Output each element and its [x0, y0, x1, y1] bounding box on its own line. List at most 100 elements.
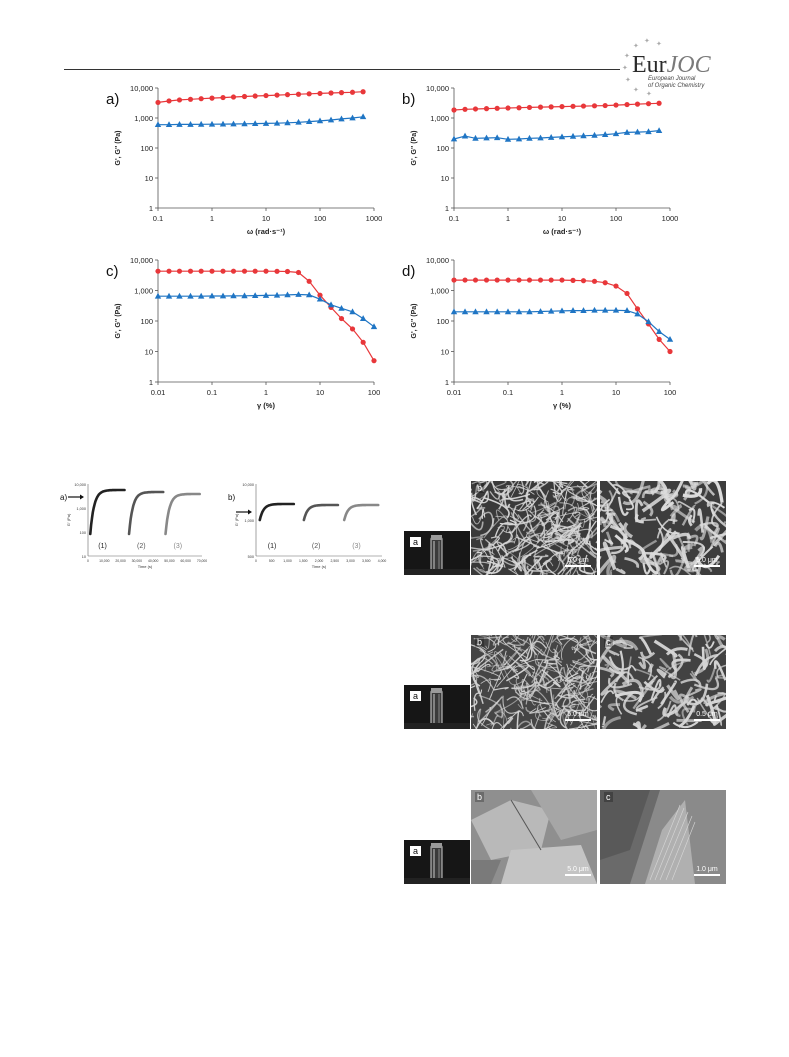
recovery-curve [258, 502, 296, 522]
data-point [504, 308, 512, 315]
svg-text:✦: ✦ [644, 38, 650, 45]
data-point [349, 308, 356, 315]
y-tick-label: 1 [149, 378, 153, 387]
svg-text:✦: ✦ [625, 76, 631, 84]
x-tick-label: 0.01 [151, 388, 166, 397]
data-point [515, 135, 523, 142]
series-line [158, 270, 375, 362]
data-point [655, 328, 663, 334]
y-axis-label: G', G'' (Pa) [411, 304, 418, 339]
data-point [154, 292, 162, 299]
panel-label: d) [402, 263, 415, 280]
y-tick-label: 100 [436, 144, 449, 153]
logo-subtitle: European Journal of Organic Chemistry [648, 76, 705, 89]
x-tick-label: 0 [87, 559, 89, 563]
x-tick-label: 2,000 [315, 559, 324, 563]
data-point [613, 102, 619, 108]
x-tick-label: 0 [255, 559, 257, 563]
x-tick-label: 0.1 [153, 214, 163, 223]
x-tick-label: 50,000 [164, 559, 174, 563]
data-point [360, 339, 366, 345]
data-point [505, 105, 511, 111]
scale-bar: 5.0 μm [694, 557, 720, 567]
data-point [559, 103, 565, 110]
data-point [580, 278, 587, 284]
data-point [624, 290, 630, 297]
data-point [472, 308, 479, 315]
data-point [338, 90, 345, 96]
data-point [655, 127, 663, 134]
panel-label: b) [402, 91, 415, 108]
x-tick-label: 2,500 [331, 559, 340, 563]
data-point [328, 90, 334, 96]
x-tick-label: 0.01 [447, 388, 462, 397]
x-axis-label: Time (s) [138, 564, 153, 569]
vial-photo: a [404, 685, 470, 729]
data-point [220, 268, 226, 274]
sem-sheet-texture [600, 790, 726, 884]
data-point [483, 308, 490, 315]
data-point [359, 315, 367, 321]
x-tick-label: 3,500 [362, 559, 371, 563]
data-point [461, 132, 469, 139]
sem-image: c 0.5 μm [600, 635, 726, 729]
x-tick-label: 1 [210, 214, 214, 223]
recovery-curve [88, 488, 126, 536]
data-point [612, 306, 620, 313]
data-point [284, 268, 291, 275]
data-point [262, 292, 270, 298]
y-tick-label: 1,000 [430, 114, 449, 123]
data-point [274, 92, 280, 98]
data-point [591, 103, 598, 109]
data-point [274, 268, 280, 274]
curve-label: (1) [98, 543, 107, 550]
recovery-curve [342, 503, 380, 522]
data-point [155, 99, 161, 106]
y-tick-label: 1,000 [134, 287, 153, 296]
data-point [450, 135, 458, 142]
data-point [197, 120, 205, 127]
x-tick-label: 1,000 [283, 559, 292, 563]
scale-bar: 5.0 μm [565, 557, 591, 567]
data-point [656, 336, 662, 342]
x-axis-label: ω (rad·s⁻¹) [543, 227, 582, 236]
y-tick-label: 500 [248, 555, 254, 559]
vial-photo: a [404, 840, 470, 884]
data-point [263, 92, 269, 99]
data-point [241, 93, 248, 100]
y-tick-label: 1 [149, 204, 153, 213]
data-point [338, 304, 345, 311]
sem-image: b 5.0 μm [471, 635, 597, 729]
data-point [360, 89, 366, 95]
recovery-curve [302, 503, 340, 522]
data-point [220, 94, 226, 101]
y-tick-label: 1,000 [244, 519, 254, 523]
data-point [569, 132, 577, 139]
data-point [656, 100, 662, 106]
vial-label: a [410, 691, 422, 701]
y-tick-label: 10,000 [130, 256, 153, 265]
data-point [208, 120, 216, 127]
data-point [198, 96, 204, 102]
data-point [273, 291, 281, 298]
y-axis-label: G', G'' (Pa) [115, 304, 122, 339]
data-point [241, 120, 248, 127]
data-point [187, 292, 194, 299]
curve-label: (3) [352, 543, 361, 550]
y-axis-label: G' (Pa) [234, 513, 239, 526]
data-point [645, 318, 652, 325]
sem-image: b 5.0 μm [471, 790, 597, 884]
recovery-chart-a: a) 10,000 1,000 100 100 10,000 20,000 30,000 40,… [60, 483, 207, 569]
data-point [154, 121, 162, 128]
x-axis-label: Time (s) [312, 564, 327, 569]
y-tick-label: 10 [145, 348, 153, 357]
data-point [295, 269, 302, 276]
data-point [230, 292, 237, 299]
curve-label: (3) [174, 543, 183, 550]
x-tick-label: 0.1 [449, 214, 459, 223]
data-point [570, 277, 576, 283]
x-tick-label: 10 [316, 388, 324, 397]
y-tick-label: 1 [445, 378, 449, 387]
data-point [198, 268, 204, 274]
